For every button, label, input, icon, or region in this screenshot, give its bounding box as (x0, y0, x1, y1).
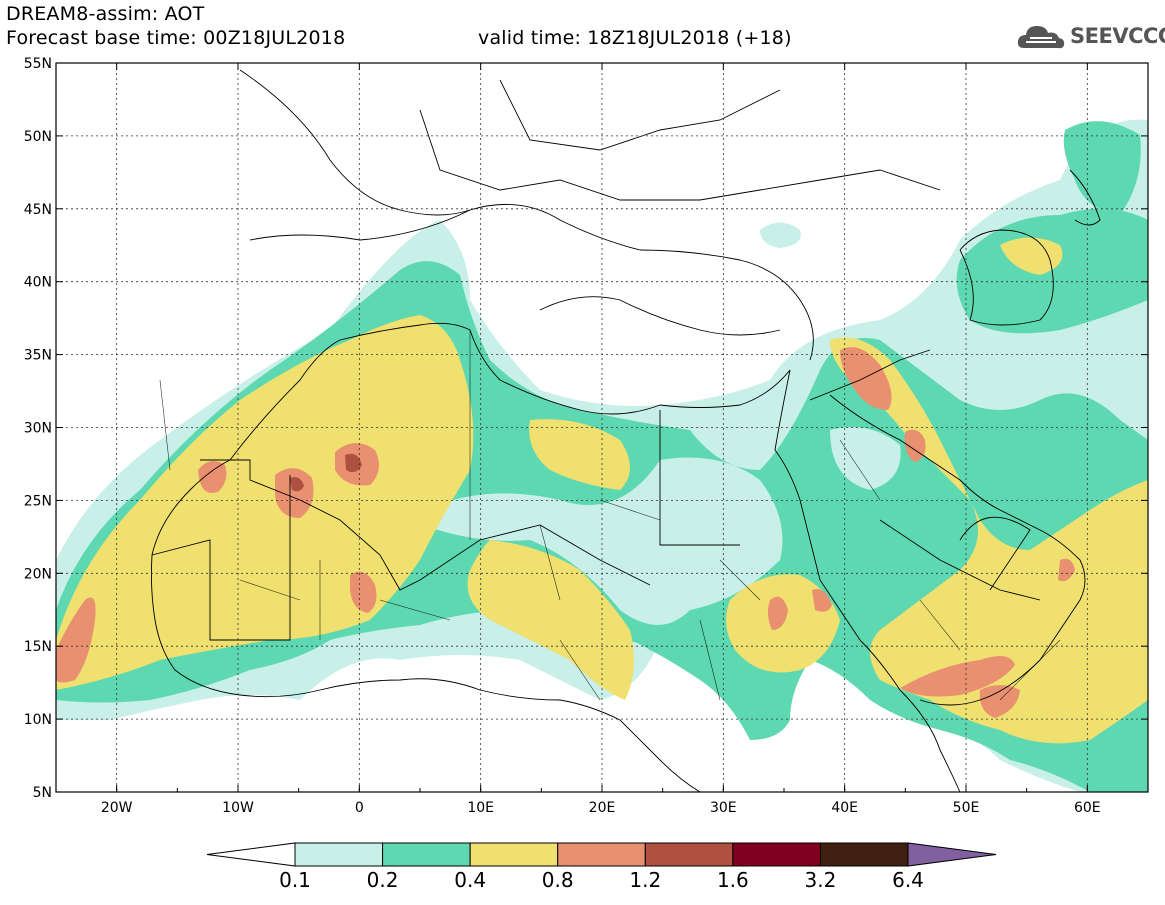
legend-value: 0.2 (367, 868, 399, 892)
color-legend: 0.1 0.2 0.4 0.8 1.2 1.6 3.2 6.4 (206, 842, 997, 892)
legend-value: 0.4 (454, 868, 486, 892)
lat-label: 55N (24, 56, 52, 72)
seevccc-logo: SEEVCCC (1016, 20, 1165, 56)
lat-label: 45N (24, 202, 52, 218)
lat-label: 15N (24, 639, 52, 655)
legend-under-arrow (206, 842, 296, 867)
lon-label: 20W (101, 800, 133, 816)
lat-label: 40N (24, 275, 52, 291)
legend-over-arrow (907, 842, 997, 867)
lat-label: 35N (24, 348, 52, 364)
map-title: DREAM8-assim: AOT (6, 3, 205, 25)
lon-label: 20E (589, 800, 616, 816)
aot-field (56, 63, 1148, 792)
lat-label: 50N (24, 129, 52, 145)
lon-label: 10W (222, 800, 254, 816)
lat-label: 5N (33, 785, 52, 801)
lat-label: 25N (24, 493, 52, 509)
valid-time: valid time: 18Z18JUL2018 (+18) (478, 27, 792, 49)
legend-value: 0.1 (279, 868, 311, 892)
legend-value: 6.4 (892, 868, 924, 892)
lat-label: 20N (24, 566, 52, 582)
cloud-icon (1017, 26, 1065, 49)
legend-value: 3.2 (805, 868, 837, 892)
legend-swatch (294, 842, 384, 867)
lon-label: 50E (953, 800, 980, 816)
legend-value: 1.6 (717, 868, 749, 892)
lat-label: 30N (24, 421, 52, 437)
lon-label: 40E (831, 800, 858, 816)
lon-label: 10E (467, 800, 494, 816)
lon-label: 60E (1074, 800, 1101, 816)
legend-swatch (557, 842, 646, 867)
forecast-base-time: Forecast base time: 00Z18JUL2018 (6, 27, 346, 49)
legend-swatch (644, 842, 734, 867)
lat-label: 10N (24, 712, 52, 728)
legend-swatch (469, 842, 559, 867)
legend-swatch (819, 842, 909, 867)
legend-swatch (382, 842, 471, 867)
lon-label: 0 (355, 800, 364, 816)
legend-value: 1.2 (629, 868, 661, 892)
lon-label: 30E (710, 800, 737, 816)
logo-text: SEEVCCC (1070, 24, 1165, 48)
legend-value: 0.8 (542, 868, 574, 892)
legend-swatch (732, 842, 821, 867)
